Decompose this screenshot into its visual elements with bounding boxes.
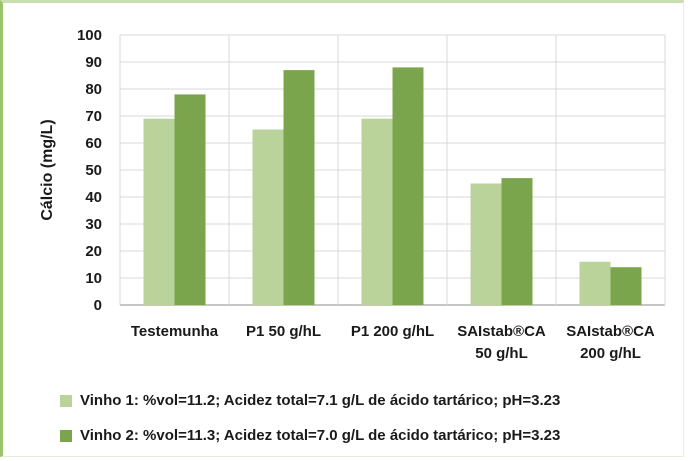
y-tick-label: 10: [85, 270, 102, 287]
bars: [143, 67, 642, 306]
x-tick-label: Testemunha: [131, 323, 219, 340]
y-tick-label: 70: [85, 108, 102, 125]
y-axis-label: Cálcio (mg/L): [39, 119, 56, 220]
x-axis-labels: Testemunha P1 50 g/hL P1 200 g/hL SAIstab®C…: [131, 323, 655, 362]
bar-series-2: [174, 94, 206, 306]
y-tick-label: 0: [94, 297, 102, 314]
y-axis-ticks: 0 10 20 30 40 50 60 70 80 90 100: [77, 27, 102, 314]
bar-series-1: [470, 183, 502, 305]
legend-label-vinho-2: Vinho 2: %vol=11.3; Acidez total=7.0 g/L…: [80, 427, 561, 444]
x-tick-label: P1 50 g/hL: [246, 323, 321, 340]
y-tick-label: 80: [85, 81, 102, 98]
bar-series-1: [143, 118, 175, 305]
y-tick-label: 100: [77, 27, 102, 44]
y-tick-label: 40: [85, 189, 102, 206]
x-tick-label: 50 g/hL: [475, 345, 528, 362]
gridlines: [119, 34, 666, 306]
legend-swatch-vinho-2: [60, 429, 72, 442]
x-tick-label: SAIstab®CA: [566, 323, 655, 340]
y-tick-label: 50: [85, 162, 102, 179]
bar-series-1: [252, 129, 284, 305]
y-tick-label: 30: [85, 216, 102, 233]
legend-swatch-vinho-1: [60, 394, 72, 407]
bar-series-2: [501, 178, 533, 305]
x-tick-label: 200 g/hL: [580, 345, 641, 362]
x-tick-label: SAIstab®CA: [457, 323, 546, 340]
y-tick-label: 60: [85, 135, 102, 152]
bar-series-1: [579, 261, 611, 305]
bar-series-2: [392, 67, 424, 306]
legend-item-vinho-2: Vinho 2: %vol=11.3; Acidez total=7.0 g/L…: [60, 427, 560, 444]
bar-series-1: [361, 118, 393, 305]
x-tick-label: P1 200 g/hL: [351, 323, 434, 340]
y-tick-label: 90: [85, 54, 102, 71]
legend-item-vinho-1: Vinho 1: %vol=11.2; Acidez total=7.1 g/L…: [60, 392, 560, 409]
bar-series-2: [610, 267, 642, 305]
y-tick-label: 20: [85, 243, 102, 260]
bar-series-2: [283, 70, 315, 305]
legend-label-vinho-1: Vinho 1: %vol=11.2; Acidez total=7.1 g/L…: [80, 392, 561, 409]
